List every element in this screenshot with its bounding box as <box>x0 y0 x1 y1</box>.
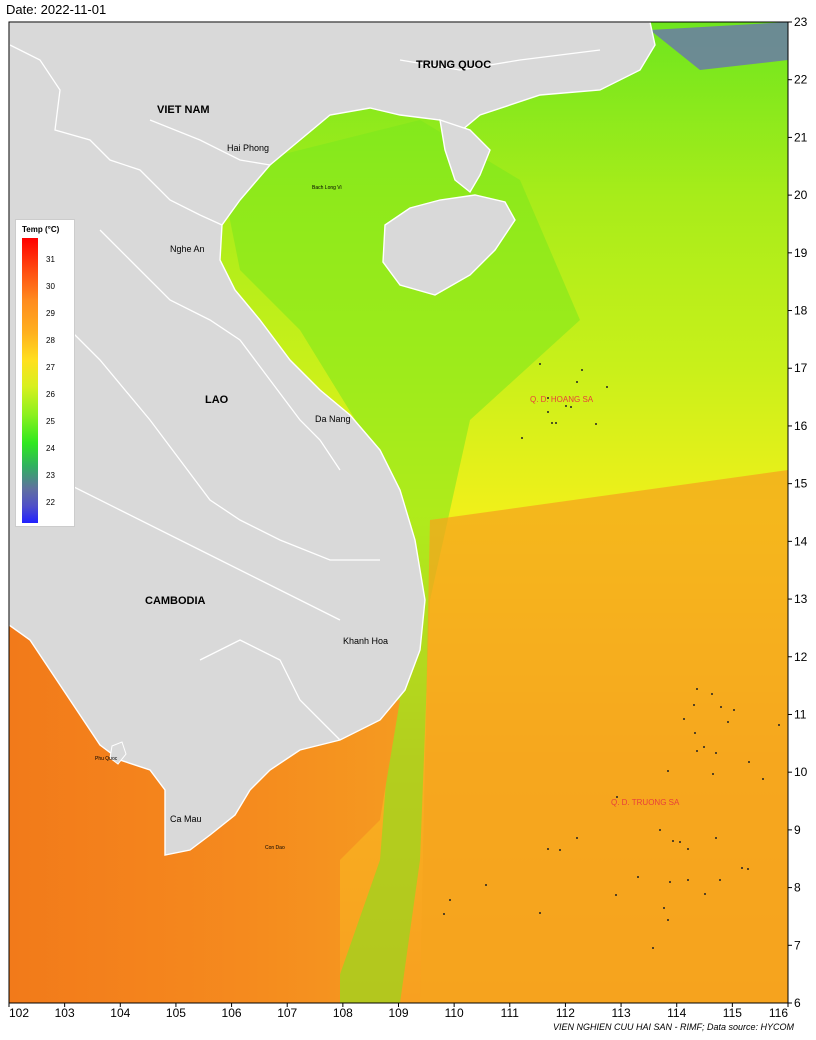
leizhou-peninsula <box>439 118 491 194</box>
legend-tick-label: 26 <box>46 390 55 399</box>
legend-tick-label: 23 <box>46 471 55 480</box>
y-tick-label: 19 <box>794 246 808 260</box>
label-hoang-sa: Q. D. HOANG SA <box>530 395 594 404</box>
phu-quoc-island <box>109 741 127 765</box>
label-da-nang: Da Nang <box>315 414 351 424</box>
y-tick-label: 23 <box>794 15 808 29</box>
label-nghe-an: Nghe An <box>170 244 205 254</box>
y-tick-label: 18 <box>794 304 808 318</box>
legend-tick-label: 27 <box>46 363 55 372</box>
truong-sa-islands <box>443 688 780 949</box>
x-tick-label: 106 <box>222 1006 242 1020</box>
x-tick-label: 111 <box>501 1006 520 1020</box>
hainan-island <box>382 194 516 296</box>
label-cambodia: CAMBODIA <box>145 595 206 607</box>
y-tick-label: 9 <box>794 823 801 837</box>
warm-offshore-water <box>420 470 788 1003</box>
label-lao: LAO <box>205 394 229 406</box>
label-trung-quoc: TRUNG QUOC <box>416 59 491 71</box>
y-tick-label: 22 <box>794 73 808 87</box>
x-tick-label: 113 <box>612 1006 631 1020</box>
y-tick-label: 12 <box>794 650 808 664</box>
legend-title: Temp (°C) <box>22 225 60 234</box>
label-con-dao: Con Dao <box>265 845 285 851</box>
y-tick-label: 20 <box>794 188 808 202</box>
x-tick-label: 115 <box>723 1006 742 1020</box>
y-tick-label: 17 <box>794 361 808 375</box>
x-tick-label: 112 <box>556 1006 575 1020</box>
y-tick-label: 15 <box>794 477 808 491</box>
label-bach-long-vi: Bach Long Vi <box>312 185 342 191</box>
legend-tick-label: 30 <box>46 282 55 291</box>
cool-northeast-water <box>650 22 788 70</box>
x-tick-label: 107 <box>277 1006 297 1020</box>
temperature-legend: Temp (°C) 31 30 29 28 27 26 25 24 23 22 <box>15 219 75 527</box>
legend-tick-label: 24 <box>46 444 55 453</box>
legend-tick-label: 22 <box>46 498 55 507</box>
label-viet-nam: VIET NAM <box>157 104 210 116</box>
x-tick-label: 110 <box>445 1006 464 1020</box>
label-phu-quoc: Phu Quoc <box>95 756 118 762</box>
y-tick-label: 13 <box>794 592 808 606</box>
borders <box>9 44 601 741</box>
x-tick-label: 116 <box>769 1006 788 1020</box>
label-truong-sa: Q. D. TRUONG SA <box>611 798 680 807</box>
y-tick-label: 16 <box>794 419 808 433</box>
y-tick-label: 14 <box>794 534 808 548</box>
x-tick-label: 104 <box>110 1006 130 1020</box>
x-axis: 102 103 104 105 106 107 108 109 110 111 112 113 114 1… <box>8 1003 789 1020</box>
x-tick-label: 114 <box>667 1006 686 1020</box>
x-tick-label: 103 <box>55 1006 75 1020</box>
y-axis: 23 22 21 20 19 18 17 16 15 14 13 12 11 10 9 8 7 6 <box>788 15 808 1010</box>
label-hai-phong: Hai Phong <box>227 143 269 153</box>
hoang-sa-islands <box>521 363 608 439</box>
legend-tick-label: 31 <box>46 255 55 264</box>
y-tick-label: 21 <box>794 130 808 144</box>
label-khanh-hoa: Khanh Hoa <box>343 636 388 646</box>
y-tick-label: 6 <box>794 996 801 1010</box>
legend-colorbar <box>22 238 38 523</box>
date-label: Date: 2022-11-01 <box>6 2 107 17</box>
label-ca-mau: Ca Mau <box>170 814 202 824</box>
data-source-credit: VIEN NGHIEN CUU HAI SAN - RIMF; Data sou… <box>552 1022 794 1032</box>
x-tick-label: 102 <box>9 1006 29 1020</box>
y-tick-label: 8 <box>794 881 801 895</box>
x-tick-label: 109 <box>388 1006 408 1020</box>
y-tick-label: 7 <box>794 938 801 952</box>
legend-tick-label: 28 <box>46 336 55 345</box>
y-tick-label: 11 <box>794 707 807 721</box>
legend-tick-label: 25 <box>46 417 55 426</box>
y-tick-label: 10 <box>794 765 808 779</box>
legend-tick-label: 29 <box>46 309 55 318</box>
x-tick-label: 108 <box>333 1006 353 1020</box>
x-tick-label: 105 <box>166 1006 186 1020</box>
